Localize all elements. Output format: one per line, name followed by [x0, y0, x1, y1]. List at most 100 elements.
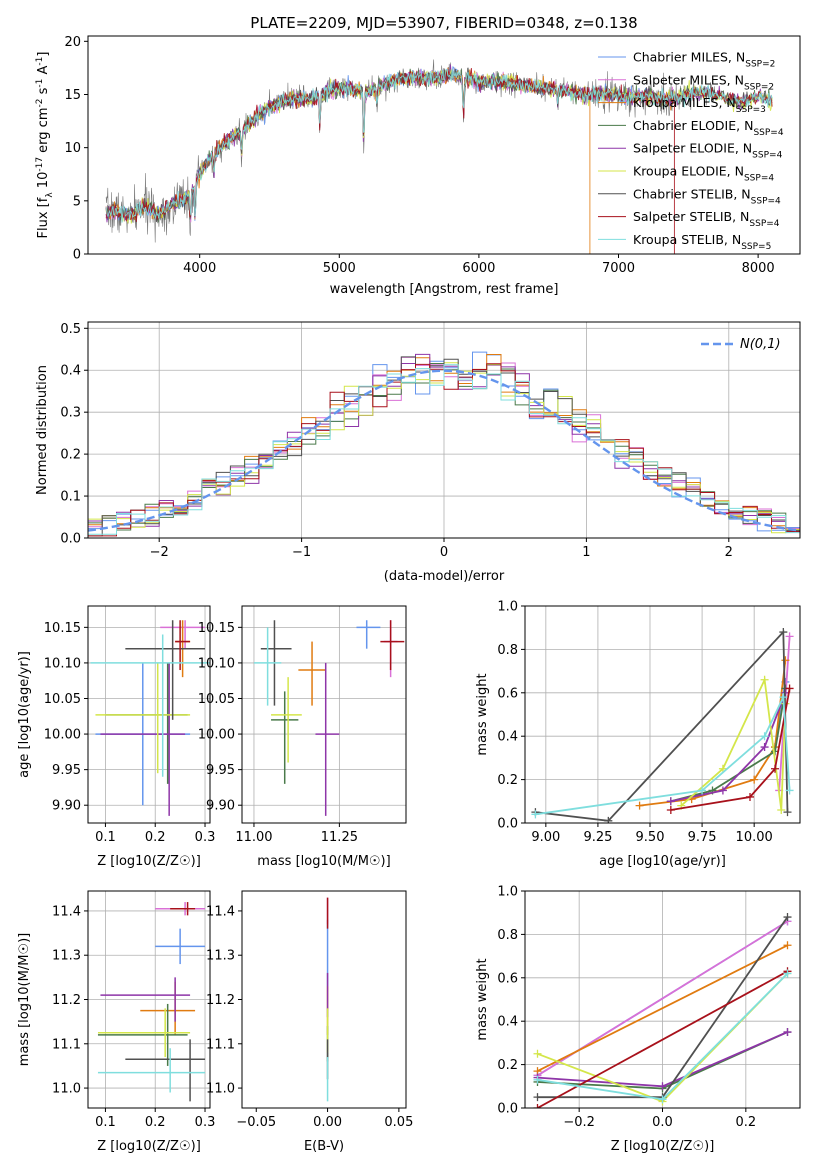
x-tick-label: 0.00 — [313, 1115, 342, 1130]
age-vs-mass-panel: 11.00 11.25 9.90 9.95 10.00 10.05 10.10 10.15 ma… — [198, 605, 407, 869]
x-tick-label: 8000 — [742, 261, 775, 276]
y-tick-label: 11.0 — [206, 1082, 235, 1097]
weight-series-line — [537, 944, 788, 1072]
mass-vs-ebv-panel: −0.05 0.00 0.05 11.0 11.1 11.2 11.3 11.4 E(B-V) — [206, 890, 413, 1154]
plot-area — [533, 913, 792, 1108]
x-axis-label: (data-model)/error — [384, 569, 505, 584]
errorbar-point — [125, 1039, 206, 1102]
weight-point-marker — [658, 1082, 667, 1091]
x-tick-label: −0.05 — [236, 1115, 276, 1130]
weight-point-marker — [635, 801, 644, 810]
weight-point-marker — [760, 675, 769, 684]
x-tick-label: 11.00 — [235, 830, 272, 845]
y-tick-label: 5 — [73, 194, 81, 209]
x-tick-label: −0.2 — [563, 1115, 595, 1130]
y-tick-label: 15 — [64, 88, 81, 103]
y-tick-label: 10.05 — [44, 692, 81, 707]
errorbar-point — [95, 662, 191, 774]
x-tick-label: 7000 — [602, 261, 635, 276]
x-tick-label: 9.50 — [636, 830, 665, 845]
legend: N(0,1) — [701, 337, 781, 352]
errorbar-point — [125, 620, 206, 720]
errorbar-point — [155, 928, 206, 965]
y-tick-label: 11.2 — [52, 993, 81, 1008]
weight-point-marker — [533, 1075, 542, 1084]
y-tick-label: 9.95 — [52, 763, 81, 778]
errorbar-point — [97, 1003, 188, 1066]
axes-frame — [241, 890, 407, 1109]
weight-point-marker — [760, 732, 769, 741]
x-tick-label: 0.3 — [195, 830, 216, 845]
plot-area — [97, 902, 206, 1102]
x-tick-label: 0.0 — [652, 1115, 673, 1130]
x-tick-label: 11.25 — [321, 830, 358, 845]
legend-label: Kroupa ELODIE, NSSP=4 — [633, 164, 774, 184]
weight-point-marker — [666, 805, 675, 814]
y-tick-label: 0.2 — [497, 1058, 518, 1073]
y-tick-label: 10.10 — [198, 656, 235, 671]
y-axis-label: mass [log10(M/M☉)] — [17, 933, 32, 1066]
x-tick-label: 0.2 — [145, 830, 166, 845]
weight-series-line — [670, 692, 787, 803]
errorbar-point — [97, 1008, 191, 1058]
y-axis-label: mass weight — [475, 958, 490, 1040]
x-tick-label: 0.2 — [145, 1115, 166, 1130]
x-tick-label: 1 — [582, 545, 590, 560]
errorbar-point — [170, 902, 196, 916]
weight-series-line — [670, 688, 791, 811]
legend-label: Salpeter MILES, NSSP=2 — [633, 72, 774, 92]
y-tick-label: 1.0 — [497, 600, 518, 615]
y-tick-label: 9.90 — [206, 799, 235, 814]
plot-area — [90, 620, 210, 816]
weight-point-marker — [746, 792, 754, 801]
y-tick-label: 11.3 — [52, 949, 81, 964]
weight-point-marker — [750, 775, 759, 784]
weight-point-marker — [783, 941, 792, 950]
y-tick-label: 11.0 — [52, 1082, 81, 1097]
axes-frame — [241, 605, 407, 824]
axes-frame — [87, 605, 211, 824]
weight-point-marker — [718, 786, 727, 795]
weight-point-marker — [783, 969, 792, 978]
y-tick-label: 11.3 — [206, 949, 235, 964]
weight-point-marker — [658, 1095, 667, 1104]
y-tick-label: 0 — [73, 248, 81, 263]
plot-area — [105, 59, 773, 254]
y-tick-label: 0.8 — [497, 643, 518, 658]
errorbar-point — [105, 662, 188, 784]
y-axis-label: Normed distribution — [35, 365, 50, 495]
weight-point-marker — [785, 632, 794, 641]
residual-histogram — [88, 356, 800, 537]
weight-point-marker — [783, 808, 792, 817]
y-tick-label: 0.3 — [60, 406, 81, 421]
y-tick-label: 0.0 — [497, 817, 518, 832]
mass-vs-metallicity-panel: 0.1 0.2 0.3 11.0 11.1 11.2 11.3 11.4 Z [log10(Z/… — [17, 890, 216, 1154]
weight-point-marker — [781, 656, 790, 665]
x-axis-label: E(B-V) — [304, 1139, 344, 1154]
y-tick-label: 0.5 — [60, 322, 81, 337]
x-axis-label: mass [log10(M/M☉)] — [257, 854, 390, 869]
spectrum-panel: 4000 5000 6000 7000 8000 0 5 10 15 20 wavelength [… — [35, 14, 801, 297]
x-tick-label: 0.3 — [195, 1115, 216, 1130]
gaussian-curve — [88, 369, 800, 532]
legend-label: Salpeter STELIB, NSSP=4 — [633, 209, 780, 229]
x-tick-label: −1 — [292, 545, 311, 560]
y-tick-label: 10.15 — [44, 621, 81, 636]
errorbar-point — [175, 620, 191, 671]
weight-series-line — [535, 629, 789, 822]
x-tick-label: 9.75 — [688, 830, 717, 845]
y-tick-label: 0.2 — [497, 773, 518, 788]
y-tick-label: 0.0 — [60, 532, 81, 547]
x-tick-label: 5000 — [323, 261, 356, 276]
weight-point-marker — [783, 1028, 792, 1037]
y-tick-label: 1.0 — [497, 885, 518, 900]
errorbar-point — [253, 627, 282, 706]
x-tick-label: 0.1 — [95, 1115, 116, 1130]
weight-point-marker — [779, 693, 788, 702]
x-tick-label: 0.2 — [735, 1115, 756, 1130]
weight-point-marker — [533, 1049, 542, 1058]
y-tick-label: 10.00 — [198, 728, 235, 743]
plot-area — [253, 620, 405, 816]
